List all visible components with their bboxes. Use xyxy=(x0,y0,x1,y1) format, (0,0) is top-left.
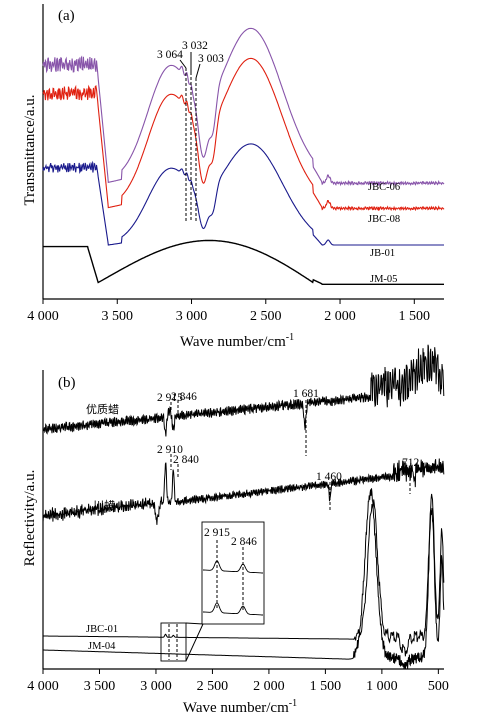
peak-leader-3003 xyxy=(195,63,201,79)
x-tick-label-500: 500 xyxy=(428,679,449,694)
peak-leader-3064 xyxy=(179,59,187,69)
x-tick-label-2500: 2 500 xyxy=(197,679,229,694)
x-tick-label-3000: 3 000 xyxy=(140,679,172,694)
panel-b-label: (b) xyxy=(58,375,76,391)
panel-a-x-axis-label: Wave number/cm-1 xyxy=(180,332,294,350)
series-label-jbc-08: JBC-08 xyxy=(368,214,400,225)
inset-connector-bottom xyxy=(185,623,204,662)
panel-b-y-axis-label: Reflectivity/a.u. xyxy=(22,470,38,567)
peak-label-2915: 2 915 xyxy=(157,392,183,404)
x-tick-label-3000: 3 000 xyxy=(176,309,208,324)
inset-label-2915: 2 915 xyxy=(204,527,230,539)
peak-label-1460: 1 460 xyxy=(316,471,342,483)
series-line-jm-04 xyxy=(43,488,445,670)
series-label-sichuan-wax: 川蜡 xyxy=(93,499,115,512)
inset-connector-top xyxy=(185,622,204,625)
peak-label-3003: 3 003 xyxy=(198,53,224,65)
panel-a-label: (a) xyxy=(58,8,75,24)
series-line-jbc-06 xyxy=(42,27,445,187)
peak-label-3032: 3 032 xyxy=(182,40,208,52)
peak-label-3064: 3 064 xyxy=(157,49,183,61)
panel-b-peak-markers: 2 915 2 846 1 681 2 910 2 840 1 460 712 xyxy=(157,388,420,512)
inset-line-jbc-01 xyxy=(203,560,263,574)
inset-zoom: 2 915 2 846 xyxy=(160,521,265,662)
series-line-jm-05 xyxy=(43,239,444,285)
panel-a-y-axis-label: Transmittance/a.u. xyxy=(22,94,38,205)
panel-a-peak-markers: 3 064 3 032 3 003 xyxy=(157,40,224,222)
series-label-premium-wax: 优质蜡 xyxy=(86,403,119,416)
inset-box xyxy=(201,521,265,625)
x-tick-label-2000: 2 000 xyxy=(324,309,356,324)
panel-b: (b) 4 000 3 500 3 000 2 500 2 000 1 500 1 000 5… xyxy=(22,344,449,716)
x-tick-label-1000: 1 000 xyxy=(366,679,398,694)
panel-a: (a) 4 000 3 500 3 000 2 500 2 000 1 500 Wave … xyxy=(22,4,445,350)
peak-label-2910: 2 910 xyxy=(157,444,183,456)
x-tick-label-3500: 3 500 xyxy=(84,679,116,694)
inset-label-2846: 2 846 xyxy=(231,536,257,548)
series-label-jbc-06: JBC-06 xyxy=(368,182,400,193)
series-label-jm-05: JM-05 xyxy=(370,274,397,285)
peak-label-2840: 2 840 xyxy=(173,454,199,466)
peak-label-1681: 1 681 xyxy=(293,388,319,400)
x-tick-label-2500: 2 500 xyxy=(250,309,282,324)
x-tick-label-2000: 2 000 xyxy=(253,679,285,694)
series-line-jb-01 xyxy=(42,143,444,246)
panel-a-x-ticks: 4 000 3 500 3 000 2 500 2 000 1 500 xyxy=(27,299,430,324)
panel-b-x-axis-label: Wave number/cm-1 xyxy=(183,698,297,716)
series-line-sichuan-wax xyxy=(42,458,445,525)
x-tick-label-4000: 4 000 xyxy=(27,679,59,694)
peak-label-2846: 2 846 xyxy=(171,391,197,403)
x-tick-label-1500: 1 500 xyxy=(399,309,431,324)
series-line-jbc-01 xyxy=(43,493,445,657)
series-label-jm-04: JM-04 xyxy=(88,641,116,652)
x-tick-label-1500: 1 500 xyxy=(310,679,342,694)
inset-source-box xyxy=(160,622,187,662)
series-label-jb-01: JB-01 xyxy=(370,248,395,259)
inset-line-jm-04 xyxy=(203,602,263,616)
series-line-premium-wax xyxy=(42,344,445,437)
series-line-jbc-08 xyxy=(42,57,445,212)
series-label-jbc-01: JBC-01 xyxy=(86,624,118,635)
x-tick-label-4000: 4 000 xyxy=(27,309,59,324)
x-tick-label-3500: 3 500 xyxy=(102,309,134,324)
peak-label-712: 712 xyxy=(402,457,420,469)
panel-b-x-ticks: 4 000 3 500 3 000 2 500 2 000 1 500 1 000 500 xyxy=(27,669,449,694)
